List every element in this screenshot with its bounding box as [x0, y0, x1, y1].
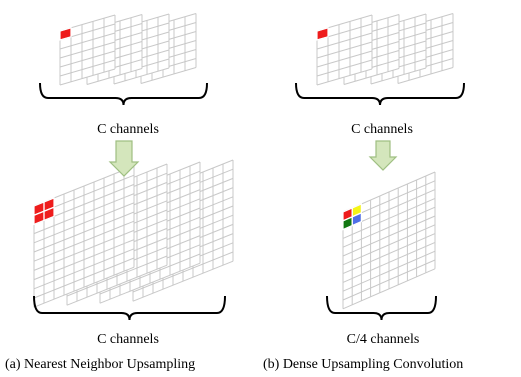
grid-line [33, 229, 135, 271]
grid-line [59, 41, 116, 59]
grid-line [33, 211, 135, 253]
grid-line [316, 32, 373, 50]
grid-line [33, 202, 135, 244]
grid-line [132, 251, 234, 293]
grid-line [316, 68, 373, 86]
grid-line [113, 67, 170, 85]
panel-a-bottom-label: C channels [97, 332, 159, 347]
grid-line [59, 32, 116, 50]
grid-line [342, 268, 436, 310]
down-arrow-b [368, 140, 398, 171]
grid-line [316, 50, 373, 68]
grid-line [342, 215, 436, 257]
grid-line [33, 239, 135, 281]
grid-line [99, 253, 201, 295]
arrows [108, 140, 398, 177]
brace-bottom-a [33, 295, 226, 321]
panel-b-top-label: C channels [351, 122, 413, 137]
grid-line [59, 68, 116, 86]
grid-line [342, 206, 436, 248]
braces [33, 82, 465, 321]
grid-line [342, 197, 436, 239]
grid-line [342, 241, 436, 283]
grid-line [59, 59, 116, 77]
grid-line [33, 266, 135, 308]
down-arrow-a [108, 140, 140, 177]
panel-b-bottom-label: C/4 channels [347, 332, 420, 347]
colored-cell [60, 27, 71, 40]
upsampled-feature-map-a [33, 165, 135, 308]
grid-line [140, 67, 197, 84]
grid-line [342, 224, 436, 266]
cell-border [316, 27, 329, 41]
grid-line [342, 250, 436, 292]
grid-line [343, 68, 400, 85]
grid-line [59, 50, 116, 68]
top-feature-map-a [59, 14, 116, 86]
panel-b-caption: (b) Dense Upsampling Convolution [263, 357, 463, 372]
grid-line [33, 193, 135, 235]
grid-line [33, 220, 135, 262]
cell-border [43, 206, 55, 222]
grid-line [33, 257, 135, 299]
grid-line [132, 260, 234, 302]
top-feature-map-b [316, 14, 373, 86]
grid-line [316, 41, 373, 59]
brace-top-b [295, 82, 465, 106]
grid-line [33, 248, 135, 290]
brace-top-a [39, 82, 208, 106]
panel-a-top-label: C channels [97, 122, 159, 137]
grid-line [370, 67, 427, 85]
grid-line [66, 264, 168, 306]
dense-upsampled-feature-map [342, 171, 436, 310]
grid-line [66, 255, 168, 297]
grid-line [86, 68, 143, 85]
grid-line [342, 259, 436, 301]
brace-bottom-b [326, 295, 437, 321]
colored-cell [317, 27, 328, 40]
panel-a-caption: (a) Nearest Neighbor Upsampling [5, 357, 195, 372]
grid-line [397, 67, 454, 84]
grid-line [342, 233, 436, 275]
grid-line [316, 59, 373, 77]
cell-border [59, 27, 72, 41]
feature-maps [33, 13, 454, 310]
cell-border [351, 211, 362, 227]
grid-line [99, 262, 201, 304]
